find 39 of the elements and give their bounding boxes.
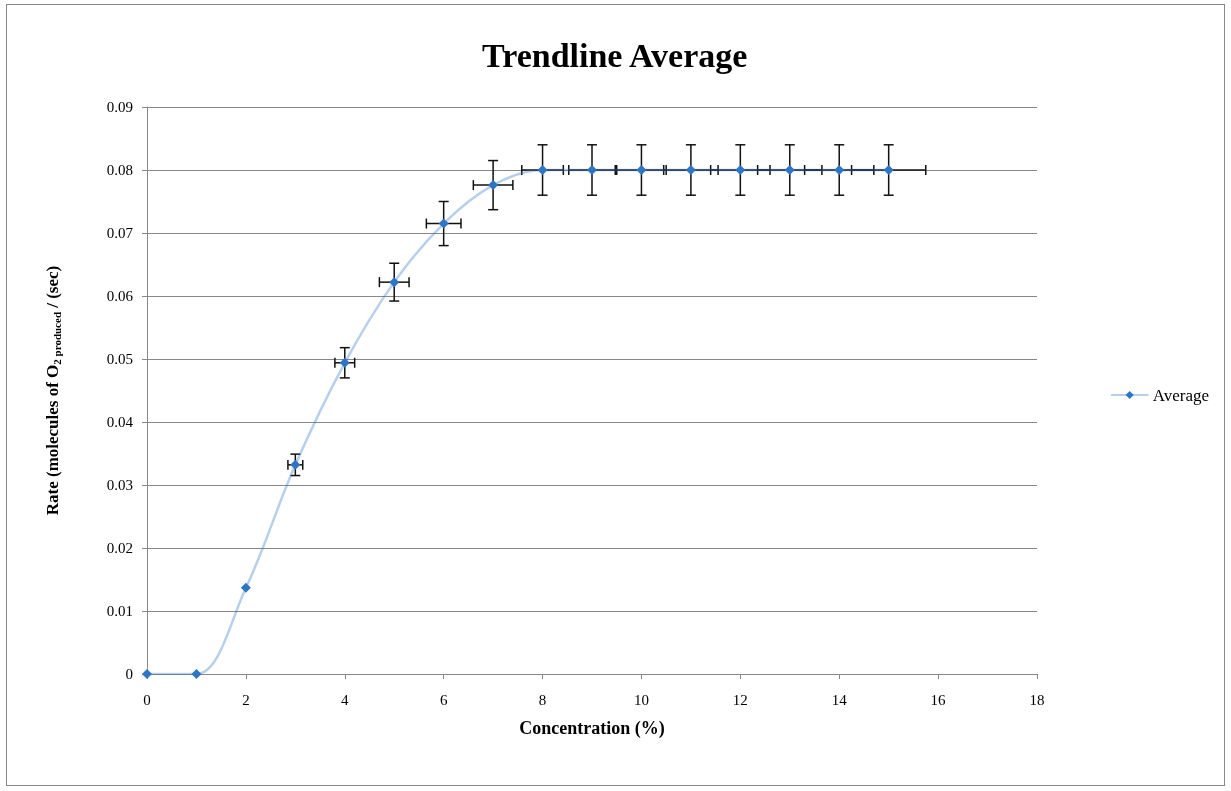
y-tick-label: 0.09 bbox=[106, 99, 133, 115]
point bbox=[883, 165, 894, 175]
point bbox=[537, 165, 548, 175]
point bbox=[834, 165, 845, 175]
x-tick-label: 2 bbox=[242, 691, 250, 708]
point bbox=[240, 582, 251, 593]
point bbox=[438, 218, 449, 229]
point bbox=[587, 165, 597, 175]
point bbox=[735, 165, 746, 175]
y-tick-label: 0.01 bbox=[106, 603, 133, 619]
point bbox=[685, 165, 696, 175]
point bbox=[784, 165, 795, 175]
point bbox=[389, 277, 400, 288]
y-tick-label: 0.02 bbox=[106, 540, 133, 556]
x-tick-label: 10 bbox=[633, 691, 649, 708]
point bbox=[142, 669, 152, 679]
y-axis-title: Rate (molecules of O2 produced / (sec) bbox=[43, 265, 63, 516]
point bbox=[488, 180, 499, 191]
chart-title: Trendline Average bbox=[482, 36, 748, 74]
y-tick-label: 0.05 bbox=[106, 351, 133, 367]
y-tick-label: 0 bbox=[125, 666, 133, 682]
x-axis-title: Concentration (%) bbox=[519, 718, 665, 739]
y-tick-label: 0.07 bbox=[106, 225, 134, 241]
x-tick-label: 14 bbox=[831, 691, 848, 708]
y-tick-label: 0.08 bbox=[106, 162, 133, 178]
y-tick-label: 0.06 bbox=[106, 288, 134, 304]
x-tick-label: 12 bbox=[732, 691, 748, 708]
point bbox=[636, 165, 647, 175]
legend-label: Average bbox=[1152, 385, 1209, 405]
x-tick-label: 6 bbox=[439, 691, 448, 708]
point bbox=[191, 669, 202, 679]
y-tick-label: 0.03 bbox=[106, 477, 133, 493]
y-tick-label: 0.04 bbox=[106, 414, 134, 430]
x-tick-label: 4 bbox=[341, 691, 350, 708]
x-tick-label: 0 bbox=[143, 691, 151, 708]
point bbox=[339, 357, 350, 368]
x-tick-label: 18 bbox=[1029, 691, 1045, 708]
x-tick-label: 16 bbox=[930, 691, 947, 708]
x-tick-label: 8 bbox=[538, 691, 547, 708]
